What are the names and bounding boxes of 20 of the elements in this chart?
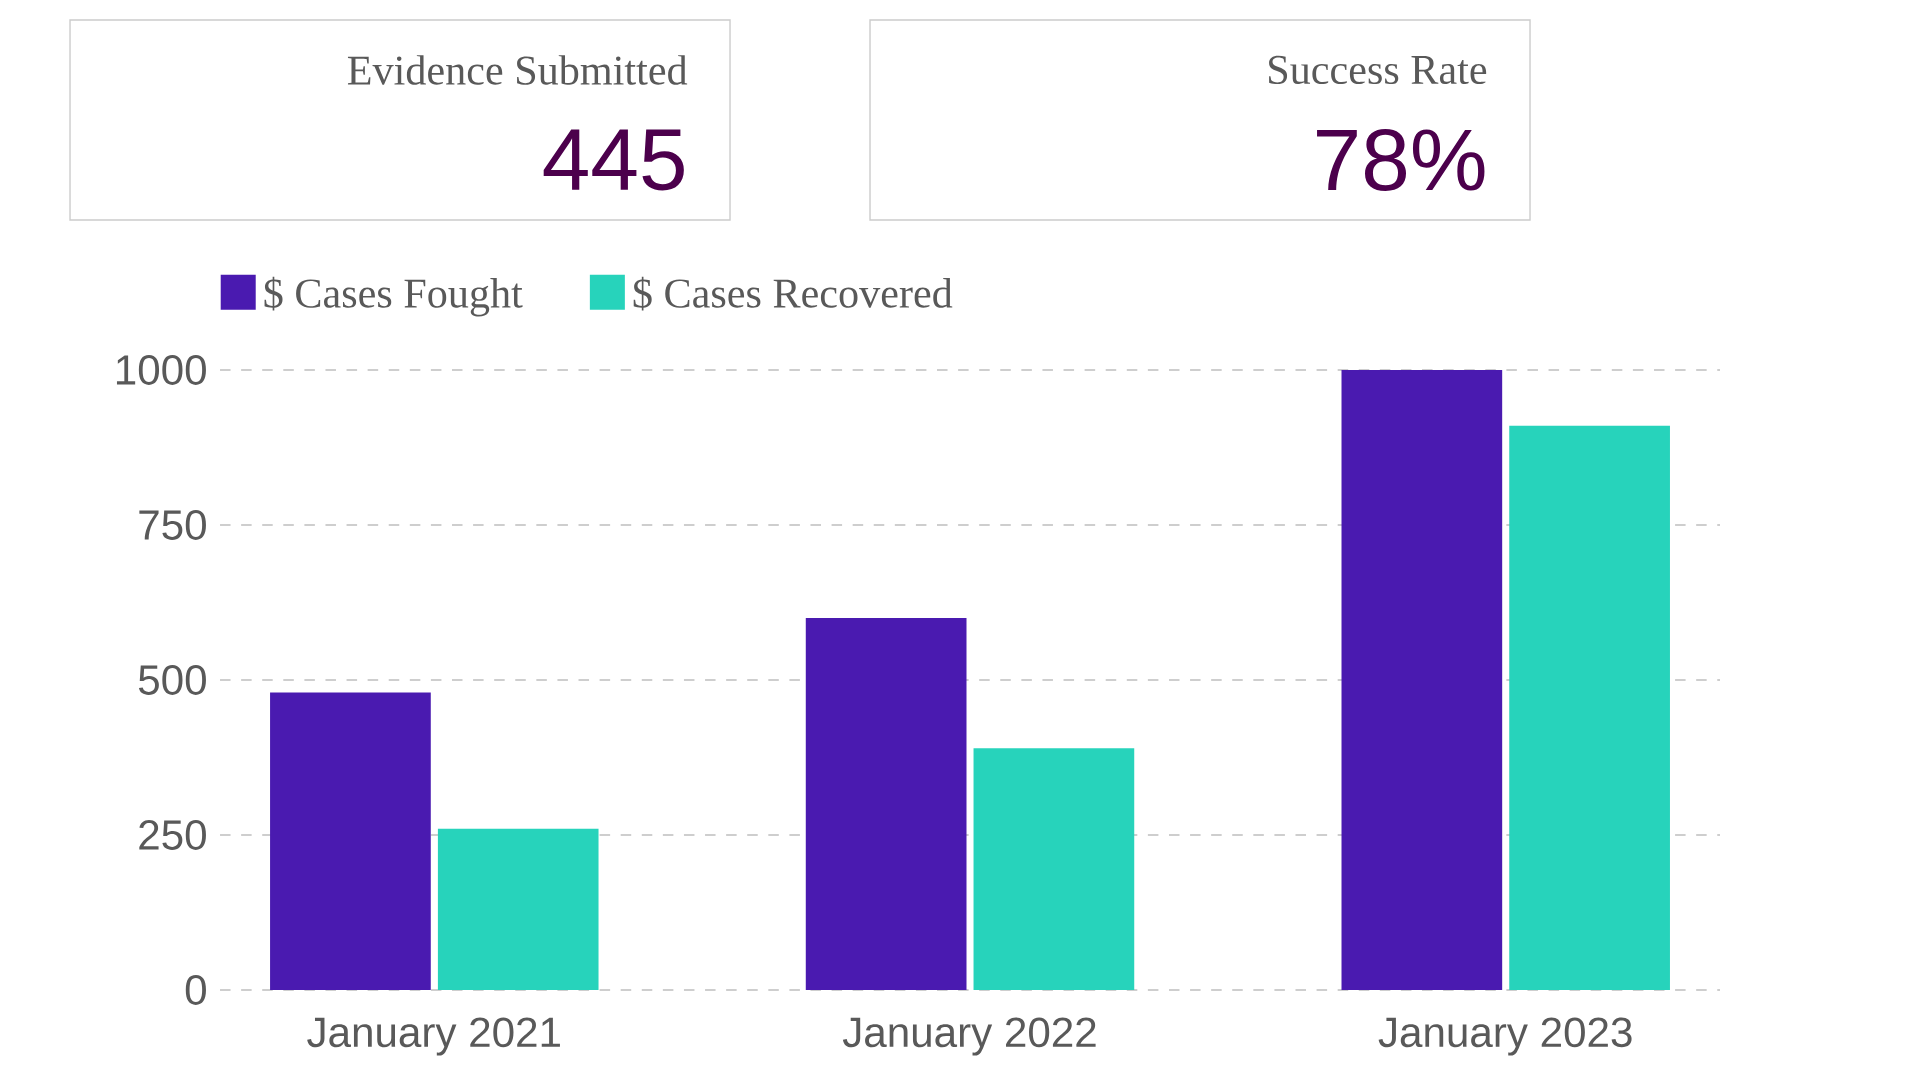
bar [270, 692, 431, 990]
bar [437, 828, 599, 990]
text: Success Rate [1269, 55, 1487, 85]
y-tick-label: 250 [139, 820, 206, 850]
x-tick-label: January 2022 [842, 1017, 1096, 1056]
bar [1341, 369, 1503, 990]
legend-label: $ Cases Fought [264, 276, 523, 317]
y-tick-label: 750 [139, 510, 206, 540]
legend-label: $ Cases Recovered [633, 276, 953, 311]
x-tick-label: January 2023 [1378, 1017, 1632, 1056]
text: 78% [1317, 129, 1485, 191]
y-tick-label: 0 [185, 975, 206, 1005]
y-tick-label: 500 [138, 665, 206, 695]
text: 445 [543, 129, 684, 191]
x-tick-label: January 2021 [307, 1017, 560, 1056]
bar [1509, 425, 1670, 990]
bar [805, 617, 967, 990]
y-tick-label: 1000 [116, 355, 206, 385]
bar [973, 748, 1135, 990]
text: Evidence Submitted [347, 55, 688, 85]
